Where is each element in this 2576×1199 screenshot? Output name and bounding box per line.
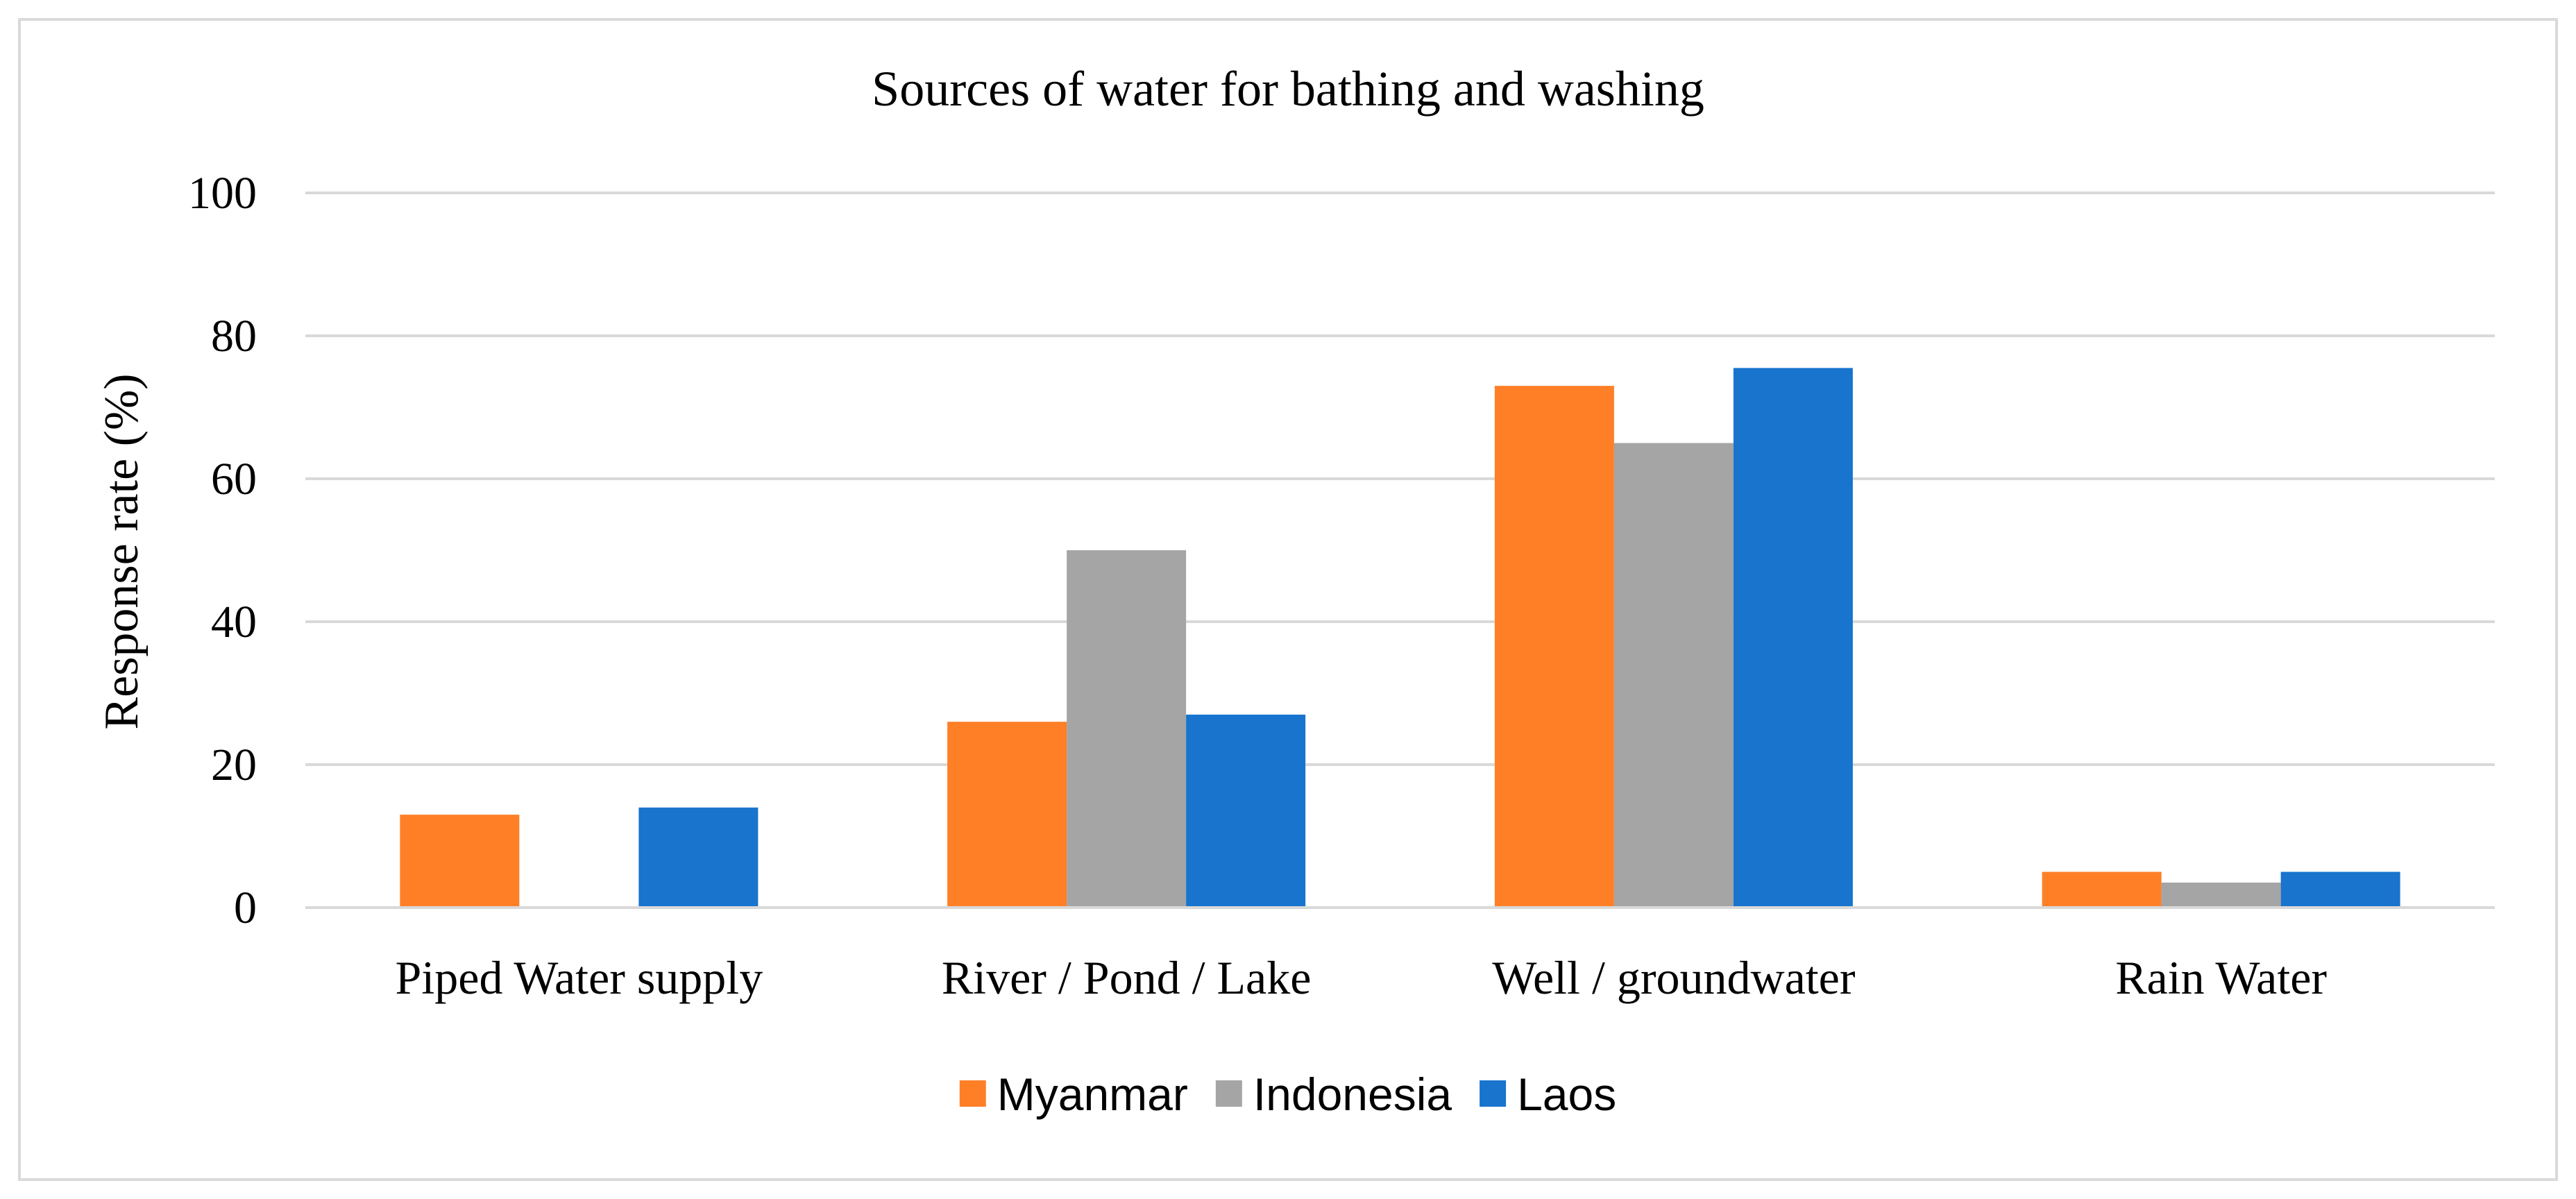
chart-title: Sources of water for bathing and washing — [872, 61, 1704, 117]
legend: Myanmar Indonesia Laos — [959, 1069, 1616, 1120]
bar-laos-2 — [1186, 714, 1306, 908]
legend-swatch — [1480, 1080, 1507, 1107]
bar-myanmar-1 — [400, 815, 520, 908]
bar-indonesia-3 — [1613, 443, 1734, 908]
bar-indonesia-4 — [2161, 882, 2281, 908]
y-tick-label: 40 — [211, 597, 257, 647]
y-tick-label: 60 — [211, 454, 257, 504]
bar-laos-4 — [2280, 871, 2400, 908]
x-category-label: Rain Water — [2115, 951, 2327, 1004]
legend-label: Indonesia — [1253, 1069, 1452, 1120]
legend-label: Laos — [1517, 1069, 1616, 1120]
bar-myanmar-4 — [2042, 871, 2162, 908]
x-category-label: River / Pond / Lake — [942, 951, 1312, 1004]
y-axis-ticks: 0 20 40 60 80 100 — [188, 168, 257, 933]
legend-item-myanmar: Myanmar — [959, 1069, 1188, 1120]
gridlines — [305, 192, 2495, 766]
y-tick-label: 80 — [211, 311, 257, 362]
y-tick-label: 100 — [188, 168, 257, 219]
bars — [400, 368, 2400, 908]
legend-swatch — [959, 1080, 986, 1107]
legend-item-laos: Laos — [1480, 1069, 1616, 1120]
bar-indonesia-2 — [1067, 550, 1187, 908]
bar-laos-3 — [1733, 368, 1853, 908]
legend-item-indonesia: Indonesia — [1215, 1069, 1452, 1120]
chart-frame — [18, 18, 2558, 1181]
legend-swatch — [1215, 1080, 1242, 1107]
legend-label: Myanmar — [997, 1069, 1188, 1120]
x-category-label: Piped Water supply — [396, 951, 763, 1004]
y-tick-label: 20 — [211, 740, 257, 790]
y-tick-label: 0 — [234, 883, 257, 933]
x-axis-category-labels: Piped Water supply River / Pond / Lake Wel… — [396, 951, 2328, 1004]
x-category-label: Well / groundwater — [1492, 951, 1856, 1004]
y-axis-label: Response rate (%) — [95, 373, 149, 729]
bar-myanmar-2 — [947, 722, 1067, 908]
bar-myanmar-3 — [1494, 386, 1614, 908]
bar-laos-1 — [638, 807, 759, 908]
